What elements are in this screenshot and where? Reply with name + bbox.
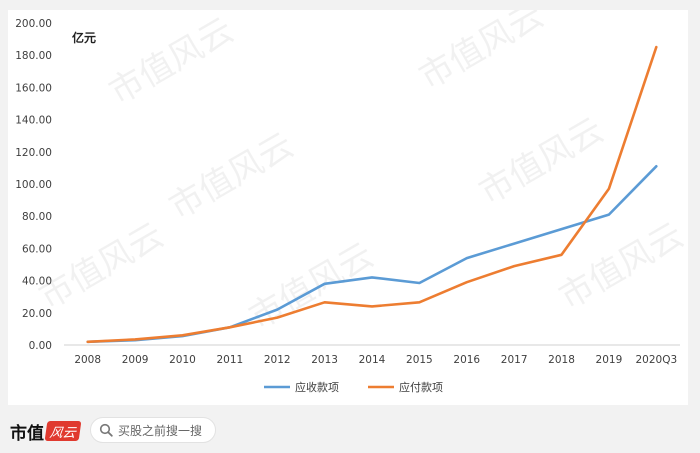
x-tick-label: 2019 <box>596 354 623 366</box>
x-tick-label: 2008 <box>74 354 101 366</box>
watermark-text: 市值风云 <box>243 235 381 338</box>
legend: 应收款项 应付款项 <box>264 380 443 394</box>
series-layer <box>86 45 658 344</box>
x-tick-label: 2011 <box>216 354 243 366</box>
search-bar[interactable]: 买股之前搜一搜 <box>90 417 216 443</box>
watermark-text: 市值风云 <box>553 215 689 318</box>
watermark-text: 市值风云 <box>33 215 171 318</box>
x-tick-label: 2009 <box>122 354 149 366</box>
chart-card: 市值风云 市值风云 市值风云 市值风云 市值风云 市值风云 市值风云 亿元 0.00 20.0… <box>8 10 688 405</box>
watermark-text: 市值风云 <box>163 125 301 228</box>
y-tick-label: 200.00 <box>15 18 52 30</box>
y-tick-label: 120.00 <box>15 147 52 159</box>
y-tick-label: 40.00 <box>22 276 52 288</box>
y-tick-label: 100.00 <box>15 179 52 191</box>
x-tick-label: 2015 <box>406 354 433 366</box>
unit-label: 亿元 <box>72 30 96 45</box>
search-placeholder: 买股之前搜一搜 <box>118 423 203 438</box>
y-tick-label: 60.00 <box>22 243 52 255</box>
brand-name: 市值 <box>10 423 44 444</box>
legend-label: 应收款项 <box>295 380 339 394</box>
x-tick-label: 2010 <box>169 354 196 366</box>
y-tick-label: 0.00 <box>29 340 52 352</box>
x-tick-label: 2017 <box>501 354 528 366</box>
x-tick-label: 2018 <box>548 354 575 366</box>
y-tick-label: 180.00 <box>15 50 52 62</box>
series-line-1 <box>86 45 658 344</box>
y-tick-label: 80.00 <box>22 211 52 223</box>
watermark-text: 市值风云 <box>473 110 611 213</box>
x-tick-label: 2020Q3 <box>635 354 677 366</box>
x-tick-label: 2014 <box>359 354 386 366</box>
x-tick-label: 2013 <box>311 354 338 366</box>
y-tick-label: 20.00 <box>22 308 52 320</box>
brand-mark: 风云 <box>44 421 82 441</box>
x-axis: 2008 2009 2010 2011 2012 2013 2014 2015 2016 2017… <box>74 354 677 366</box>
brand-logo: 市值 风云 <box>10 419 82 444</box>
search-icon <box>99 423 113 437</box>
watermark-text: 市值风云 <box>103 10 241 113</box>
x-tick-label: 2012 <box>264 354 291 366</box>
y-tick-label: 140.00 <box>15 115 52 127</box>
x-tick-label: 2016 <box>453 354 480 366</box>
y-tick-label: 160.00 <box>15 82 52 94</box>
legend-label: 应付款项 <box>399 380 443 394</box>
footer-bar: 市值 风云 买股之前搜一搜 <box>0 410 700 453</box>
y-axis: 0.00 20.00 40.00 60.00 80.00 100.00 120.00 140.… <box>15 18 52 352</box>
watermark-text: 市值风云 <box>413 10 551 98</box>
